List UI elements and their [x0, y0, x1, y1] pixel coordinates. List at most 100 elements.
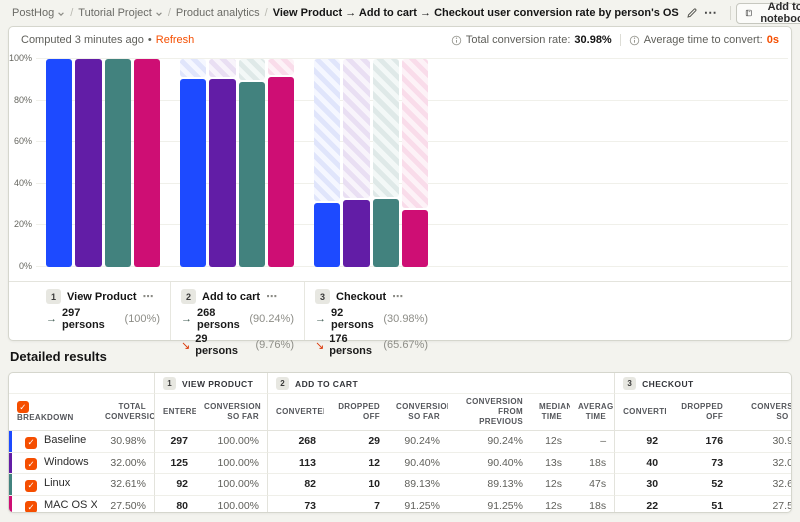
breadcrumb-project-selector[interactable]: Tutorial Project	[78, 7, 163, 19]
add-to-notebook-button[interactable]: Add to notebook	[736, 1, 800, 25]
insight-totals: Total conversion rate: 30.98% Average ti…	[451, 34, 779, 46]
column-header-label: Dropped off	[338, 402, 380, 421]
funnel-bar[interactable]	[343, 200, 370, 267]
dropped-off-hatch	[401, 59, 428, 208]
breadcrumb-section-label: Product analytics	[175, 7, 260, 19]
chevron-down-icon	[58, 11, 64, 16]
value-cell: –	[570, 431, 615, 453]
converted-count[interactable]: 92 persons	[331, 307, 374, 331]
funnel-insight-card: Computed 3 minutes ago • Refresh Total con…	[8, 26, 792, 357]
value-cell: 18s	[570, 453, 615, 474]
funnel-bar[interactable]	[372, 199, 399, 267]
converted-percent: (30.98%)	[383, 313, 428, 325]
info-icon	[629, 35, 639, 45]
breadcrumb-org-selector[interactable]: PostHog	[12, 7, 65, 19]
detailed-results-card: 1 View Product 2 Add to cart 3 Checkout ✓Break…	[8, 372, 792, 513]
value-cell: 52	[666, 474, 732, 496]
row-checkbox[interactable]: ✓	[25, 479, 37, 492]
column-header: Dropped off	[324, 394, 388, 431]
refresh-link[interactable]: Refresh	[155, 34, 195, 46]
funnel-bar-slot	[314, 59, 341, 267]
column-header: Median time	[531, 394, 570, 431]
more-menu-button[interactable]: ⋯	[698, 5, 724, 21]
group-header: 1 View Product	[154, 373, 267, 394]
value-cell: 32.00%	[731, 453, 791, 474]
funnel-bar[interactable]	[75, 59, 102, 267]
value-cell: 18s	[570, 496, 614, 513]
value-cell: 12s	[531, 474, 570, 496]
row-checkbox[interactable]: ✓	[25, 458, 37, 470]
value-cell: 29	[324, 431, 388, 453]
value-cell: 90.24%	[388, 431, 448, 453]
step-card: 1 View Product ⋯ → 297 persons (100%)	[36, 282, 170, 340]
total-conversion-stat: Total conversion rate: 30.98%	[451, 34, 612, 46]
dropped-off-hatch	[180, 59, 207, 78]
rename-insight-icon[interactable]	[686, 7, 698, 19]
series-color-strip	[9, 452, 12, 473]
series-color-strip	[9, 495, 12, 512]
column-header: Converted	[614, 394, 667, 431]
funnel-bar-slot	[343, 59, 370, 267]
step-options-icon[interactable]: ⋯	[142, 291, 155, 303]
funnel-bar[interactable]	[180, 79, 207, 267]
funnel-bar[interactable]	[104, 59, 131, 267]
average-time-stat: Average time to convert: 0s	[629, 34, 779, 46]
funnel-bar[interactable]	[209, 78, 236, 267]
value-cell: 113	[267, 452, 324, 474]
dropped-arrow-icon: ↘	[315, 339, 325, 352]
converted-arrow-icon: →	[46, 313, 57, 325]
step-dropped-line: ↘ 176 persons (65.67%)	[315, 333, 428, 357]
funnel-bar[interactable]	[46, 59, 73, 267]
table-row: ✓ Windows 32.00% 125 100.00% 113 12 90.40% 90.40…	[9, 452, 791, 474]
column-header: Conversion from previous	[448, 394, 531, 431]
breadcrumb-separator: /	[167, 7, 171, 19]
column-header-row: ✓Breakdown Total conversion Entered Convers…	[9, 394, 791, 431]
dot-separator: •	[147, 34, 152, 46]
funnel-bar-slot	[104, 59, 131, 267]
value-cell: 268	[267, 431, 324, 453]
total-conversion-label: Total conversion rate:	[465, 34, 571, 46]
topbar-actions: ⋯ Add to notebook 1 Manage dashboards Ed…	[698, 1, 800, 25]
column-header: Total conversion	[97, 394, 154, 431]
breadcrumb-separator: /	[70, 7, 74, 19]
select-all-checkbox[interactable]: ✓	[17, 401, 29, 414]
funnel-chart: 0% 20% 40% 60% 80% 100%	[9, 53, 791, 283]
column-header-label: Converted	[623, 407, 666, 416]
converted-count[interactable]: 297 persons	[62, 307, 105, 331]
breakdown-label: Baseline	[44, 434, 87, 446]
group-number-badge: 1	[163, 377, 176, 390]
column-header: Converted	[267, 394, 324, 431]
funnel-bar-slot	[401, 59, 428, 267]
funnel-bar[interactable]	[314, 202, 341, 267]
row-checkbox[interactable]: ✓	[25, 501, 37, 512]
step-options-icon[interactable]: ⋯	[392, 291, 405, 303]
value-cell: 73	[666, 453, 732, 474]
step-name: Checkout	[336, 290, 387, 303]
series-color-strip	[9, 431, 12, 452]
value-cell: 32.61%	[731, 474, 791, 496]
step-converted-line: → 268 persons (90.24%)	[181, 307, 294, 331]
value-cell: 73	[267, 495, 324, 512]
column-header: Dropped off	[666, 394, 732, 431]
step-number-badge: 2	[181, 289, 196, 304]
funnel-bar[interactable]	[401, 209, 428, 267]
funnel-bar[interactable]	[133, 59, 160, 267]
converted-count[interactable]: 268 persons	[197, 307, 240, 331]
dropped-off-hatch	[314, 59, 341, 201]
funnel-bar[interactable]	[267, 77, 294, 267]
dropped-off-hatch	[343, 59, 370, 199]
row-checkbox[interactable]: ✓	[25, 436, 37, 449]
funnel-bar[interactable]	[238, 81, 265, 267]
dropped-count[interactable]: 176 persons	[329, 333, 373, 357]
series-color-strip	[9, 474, 12, 495]
value-cell: 89.13%	[448, 474, 531, 496]
breadcrumb-product-analytics[interactable]: Product analytics	[176, 7, 260, 19]
y-axis-tick-label: 20%	[13, 219, 32, 230]
table-row: ✓ Baseline 30.98% 297 100.00% 268 29 90.24% 90.2…	[9, 431, 791, 453]
funnel-step-column	[170, 59, 304, 267]
step-header: 2 Add to cart ⋯	[181, 289, 294, 304]
funnel-bar-slot	[209, 59, 236, 267]
breakdown-cell: ✓ Linux	[9, 474, 97, 496]
step-options-icon[interactable]: ⋯	[266, 291, 279, 303]
dropped-count[interactable]: 29 persons	[195, 333, 239, 357]
